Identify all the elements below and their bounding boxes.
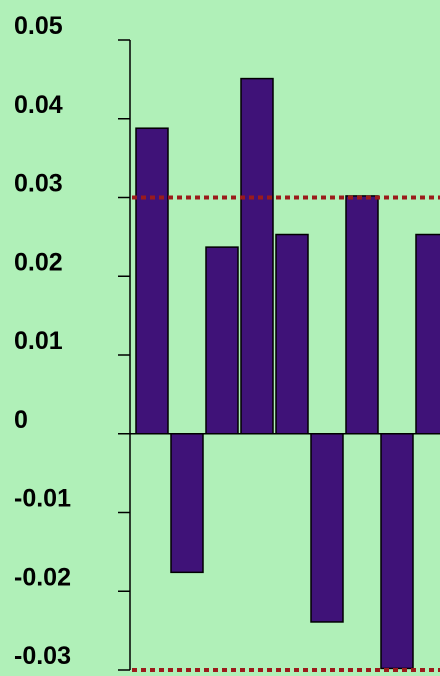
bar (310, 433, 344, 623)
bar (380, 433, 414, 670)
y-ticks (118, 39, 130, 671)
y-tick-label: 0.02 (14, 248, 63, 276)
bar (170, 433, 204, 574)
bar (275, 233, 309, 435)
y-tick-label: 0.04 (14, 91, 63, 119)
bar (240, 77, 274, 435)
y-tick-label: 0.01 (14, 327, 63, 355)
y-tick-label: -0.01 (14, 485, 71, 513)
bar (205, 246, 239, 435)
bar (345, 195, 379, 435)
reference-lines (132, 195, 440, 672)
y-tick-labels: 0.05 0.04 0.03 0.02 0.01 0 -0.01 -0.02 -0.03 (14, 12, 71, 670)
y-tick-label: 0.03 (14, 170, 63, 198)
y-tick-label: 0.05 (14, 12, 63, 40)
y-tick-label: 0 (14, 406, 28, 434)
y-tick-label: -0.03 (14, 642, 71, 670)
y-tick-label: -0.02 (14, 563, 71, 591)
bars (135, 77, 440, 670)
bar (415, 233, 440, 435)
bar (135, 127, 169, 435)
